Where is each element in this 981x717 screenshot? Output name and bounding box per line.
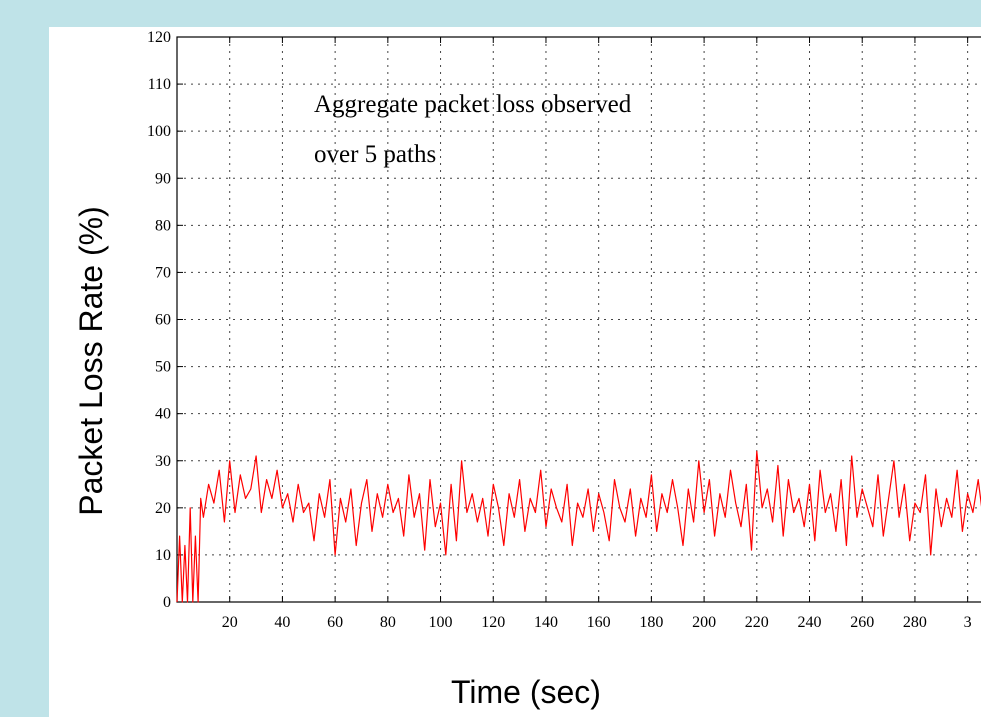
x-tick-label: 240 bbox=[798, 614, 822, 631]
x-tick-label: 220 bbox=[745, 614, 769, 631]
y-tick-label: 40 bbox=[155, 406, 171, 423]
x-tick-label: 140 bbox=[534, 614, 558, 631]
y-tick-label: 100 bbox=[147, 123, 171, 140]
line-chart: 0 10 20 30 40 50 60 70 80 90 100 110 120 20 40 60 80 100 1… bbox=[73, 29, 981, 710]
y-tick-label: 70 bbox=[155, 264, 171, 281]
grid bbox=[177, 36, 981, 602]
series-line bbox=[176, 450, 981, 603]
y-tick-label: 30 bbox=[155, 453, 171, 470]
x-tick-label: 280 bbox=[903, 614, 927, 631]
x-tick-label: 60 bbox=[327, 614, 343, 631]
y-tick-label: 80 bbox=[155, 217, 171, 234]
y-tick-label: 50 bbox=[155, 359, 171, 376]
x-tick-label: 20 bbox=[222, 614, 238, 631]
x-tick-label: 260 bbox=[850, 614, 874, 631]
x-tick-label: 200 bbox=[692, 614, 716, 631]
y-tick-label: 10 bbox=[155, 547, 171, 564]
x-tick-label: 120 bbox=[481, 614, 505, 631]
axes bbox=[176, 36, 981, 603]
x-tick-label: 180 bbox=[639, 614, 663, 631]
y-tick-label: 90 bbox=[155, 170, 171, 187]
y-tick-label: 60 bbox=[155, 312, 171, 329]
chart-panel: 0 10 20 30 40 50 60 70 80 90 100 110 120 20 40 60 80 100 1… bbox=[49, 27, 981, 717]
annotation-line-1: Aggregate packet loss observed bbox=[314, 91, 632, 118]
x-tick-label: 40 bbox=[274, 614, 290, 631]
x-tick-label: 160 bbox=[587, 614, 611, 631]
x-axis-title: Time (sec) bbox=[451, 674, 601, 710]
tick-labels: 0 10 20 30 40 50 60 70 80 90 100 110 120 20 40 60 80 100 1… bbox=[147, 29, 972, 631]
x-tick-label: 100 bbox=[429, 614, 453, 631]
x-tick-label: 80 bbox=[380, 614, 396, 631]
x-tick-label: 3 bbox=[964, 614, 972, 631]
y-tick-label: 120 bbox=[147, 29, 171, 46]
y-tick-label: 110 bbox=[148, 76, 171, 93]
y-tick-label: 20 bbox=[155, 500, 171, 517]
y-axis-title: Packet Loss Rate (%) bbox=[73, 206, 109, 515]
y-tick-label: 0 bbox=[163, 594, 171, 611]
series-layer bbox=[176, 450, 981, 603]
annotation-line-2: over 5 paths bbox=[314, 141, 436, 168]
